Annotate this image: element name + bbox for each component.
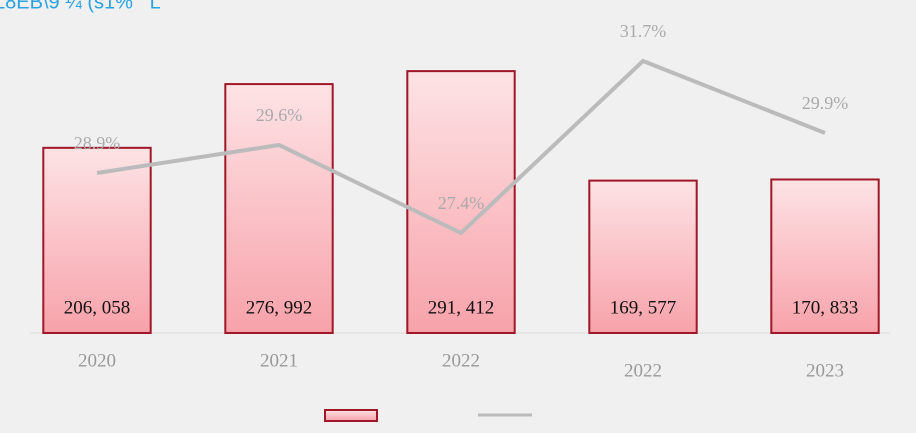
x-tick-label: 2023 (806, 360, 844, 381)
bar-value-label: 170, 833 (792, 297, 859, 318)
bar-value-label: 291, 412 (428, 297, 495, 318)
line-value-label: 28.9% (74, 133, 121, 153)
bar (224, 83, 334, 334)
bar (770, 178, 880, 334)
x-tick-label: 2022 (442, 350, 480, 371)
line-value-label: 27.4% (438, 193, 485, 213)
x-tick-label: 2020 (78, 350, 116, 371)
line-value-label: 29.6% (256, 105, 303, 125)
x-tick-label: 2022 (624, 360, 662, 381)
bar (406, 70, 516, 335)
bar-value-label: 276, 992 (246, 297, 313, 318)
x-tick-label: 2021 (260, 350, 298, 371)
bar-value-label: 169, 577 (610, 297, 677, 318)
line-value-label: 29.9% (802, 93, 849, 113)
line (96, 58, 826, 236)
bar-value-label: 206, 058 (64, 297, 131, 318)
legend-swatch (324, 409, 378, 422)
line-value-label: 31.7% (620, 21, 667, 41)
bar (588, 179, 698, 334)
bar (42, 146, 152, 334)
chart-title: L8EB\9 ¼ (s1% ¯L (0, 0, 161, 13)
